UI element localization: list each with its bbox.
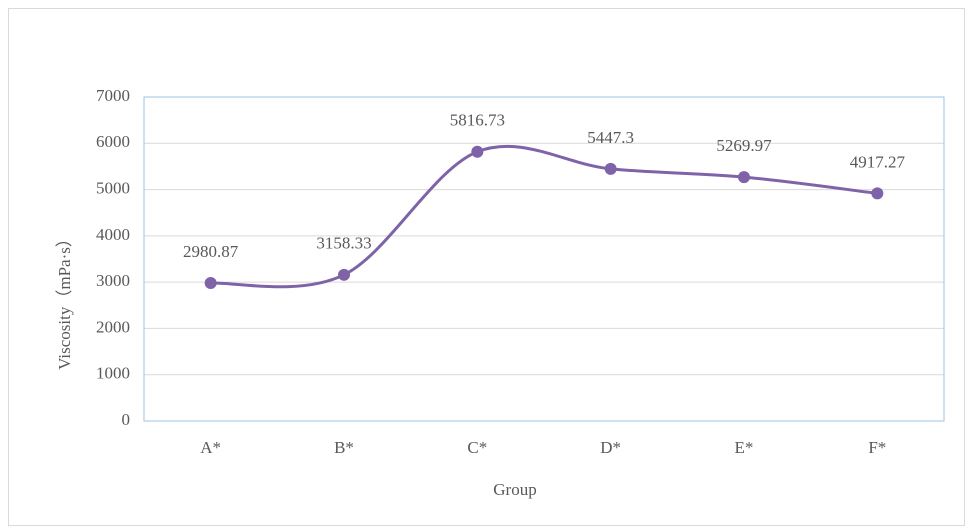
x-tick-label: B* bbox=[334, 438, 354, 457]
marker bbox=[604, 162, 617, 175]
y-tick-label: 1000 bbox=[96, 364, 130, 383]
marker bbox=[471, 145, 484, 158]
y-axis-label: Viscosity（mPa·s） bbox=[55, 230, 74, 370]
data-label: 5447.3 bbox=[587, 128, 634, 147]
x-tick-label: A* bbox=[200, 438, 221, 457]
x-tick-label: E* bbox=[735, 438, 754, 457]
x-tick-label: C* bbox=[467, 438, 487, 457]
y-tick-label: 3000 bbox=[96, 271, 130, 290]
data-label: 4917.27 bbox=[850, 152, 906, 171]
y-tick-label: 5000 bbox=[96, 178, 130, 197]
data-label: 2980.87 bbox=[183, 242, 239, 261]
y-tick-label: 4000 bbox=[96, 225, 130, 244]
x-axis-label: Group bbox=[493, 480, 536, 499]
marker bbox=[871, 187, 884, 200]
marker bbox=[338, 268, 350, 281]
y-tick-label: 0 bbox=[122, 410, 131, 429]
data-label: 5269.97 bbox=[716, 136, 772, 155]
x-tick-label: F* bbox=[868, 438, 886, 457]
marker bbox=[738, 171, 750, 184]
plot-area bbox=[143, 96, 945, 422]
y-tick-label: 7000 bbox=[96, 86, 130, 105]
y-tick-label: 6000 bbox=[96, 132, 130, 151]
line bbox=[210, 144, 878, 289]
data-label: 3158.33 bbox=[316, 234, 371, 253]
x-tick-label: D* bbox=[600, 438, 621, 457]
y-tick-label: 2000 bbox=[96, 317, 130, 336]
marker bbox=[204, 277, 217, 290]
data-label: 5816.73 bbox=[450, 111, 505, 130]
chart-frame bbox=[8, 8, 965, 526]
